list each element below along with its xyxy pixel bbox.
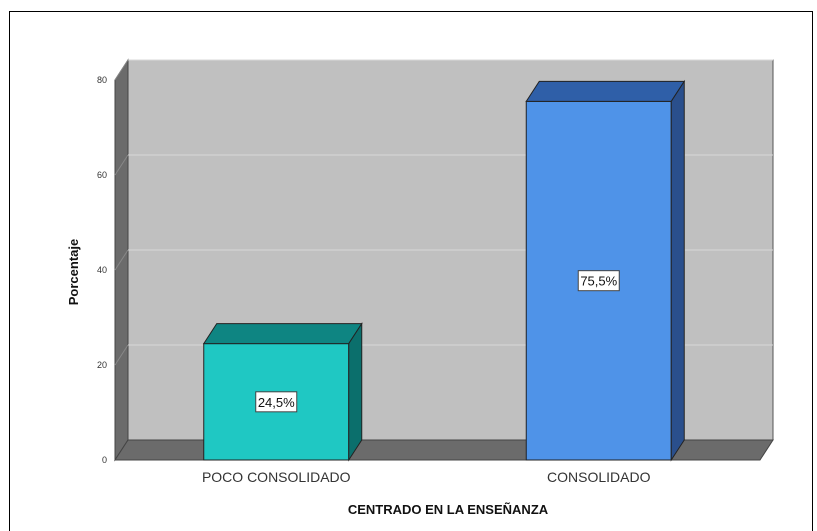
x-axis-title: CENTRADO EN LA ENSEÑANZA	[348, 502, 549, 517]
bar-top-1	[204, 324, 362, 344]
y-tick-label: 20	[97, 360, 107, 370]
y-axis-title: Porcentaje	[66, 239, 81, 305]
y-tick-label: 40	[97, 265, 107, 275]
y-tick-label: 60	[97, 170, 107, 180]
bar-side-2	[671, 81, 684, 460]
x-axis-categories: POCO CONSOLIDADO CONSOLIDADO	[202, 469, 651, 485]
x-category-label: POCO CONSOLIDADO	[202, 469, 351, 485]
y-tick-label: 80	[97, 75, 107, 85]
y-tick-label: 0	[102, 455, 107, 465]
data-label: 24,5%	[258, 395, 295, 410]
data-label: 75,5%	[580, 274, 617, 289]
bar-top-2	[526, 81, 684, 101]
y-axis-ticks: 0 20 40 60 80	[97, 75, 107, 465]
bar-side-1	[349, 324, 362, 460]
x-category-label: CONSOLIDADO	[547, 469, 651, 485]
